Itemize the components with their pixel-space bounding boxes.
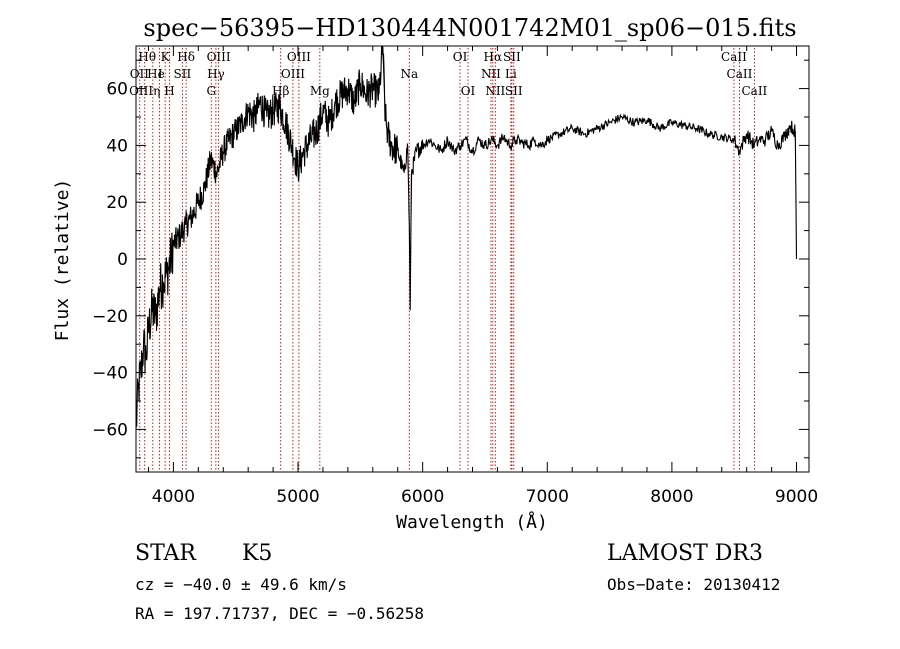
y-tick-label-1: −40: [92, 364, 128, 384]
y-axis-label: Flux (relative): [52, 179, 73, 342]
marker-label-row1-7: SII: [503, 50, 521, 64]
marker-label-row3-1: H: [164, 84, 174, 98]
marker-label-row2-2: I: [158, 67, 163, 81]
survey-name: LAMOST DR3: [607, 541, 763, 566]
marker-label-row2-6: Na: [400, 67, 418, 81]
marker-label-row1-2: Hδ: [177, 50, 195, 64]
marker-label-row3-5: OI: [461, 84, 476, 98]
y-tick-label-3: 0: [117, 250, 128, 270]
y-tick-label-5: 40: [106, 136, 128, 156]
spectral-line-markers: [139, 48, 755, 472]
x-tick-label-0: 4000: [152, 487, 195, 507]
x-tick-label-2: 6000: [401, 487, 444, 507]
x-axis-ticks: 4000 5000 6000 7000 8000 9000: [147, 46, 818, 507]
marker-label-row2-3: SII: [174, 67, 192, 81]
object-subclass: K5: [242, 541, 272, 566]
y-tick-label-0: −60: [92, 420, 128, 440]
object-class: STAR: [135, 541, 197, 566]
marker-label-row2-1: He: [147, 67, 165, 81]
marker-label-row2-9: CaII: [727, 67, 753, 81]
x-tick-label-1: 5000: [276, 487, 319, 507]
marker-label-row1-0: Hθ: [138, 50, 156, 64]
marker-label-row1-3: OIII: [207, 50, 231, 64]
x-tick-label-4: 8000: [650, 487, 693, 507]
marker-label-row3-2: G: [206, 84, 216, 98]
plot-frame: [135, 45, 810, 473]
y-tick-label-4: 20: [106, 193, 128, 213]
marker-label-row2-7: NII: [481, 67, 501, 81]
ra-dec: RA = 197.71737, DEC = −0.56258: [135, 604, 424, 623]
y-axis-ticks: −60 −40 −20 0 20 40 60: [92, 59, 809, 459]
x-axis-label: Wavelength (Å): [396, 511, 548, 533]
marker-label-row1-4: OIII: [287, 50, 311, 64]
marker-label-row3-0: OIIIη: [129, 84, 160, 98]
marker-label-row3-4: Mg: [310, 84, 330, 98]
y-tick-label-6: 60: [106, 80, 128, 100]
x-tick-label-3: 7000: [526, 487, 569, 507]
x-tick-label-5: 9000: [775, 487, 818, 507]
marker-label-row3-6: NII: [485, 84, 505, 98]
marker-label-row2-0: OII: [130, 67, 150, 81]
marker-label-row1-5: OI: [453, 50, 468, 64]
redshift-cz: cz = −40.0 ± 49.6 km/s: [135, 575, 347, 594]
marker-label-row3-7: SII: [505, 84, 523, 98]
marker-label-row1-1: K: [161, 50, 171, 64]
marker-label-row1-8: CaII: [721, 50, 747, 64]
chart-title: spec−56395−HD130444N001742M01_sp06−015.f…: [143, 14, 796, 42]
marker-label-row1-6: Hα: [484, 50, 503, 64]
marker-label-row3-8: CaII: [741, 84, 767, 98]
observation-date: Obs−Date: 20130412: [607, 575, 780, 594]
y-tick-label-2: −20: [92, 307, 128, 327]
marker-label-row2-8: Li: [505, 67, 517, 81]
spectrum-line: [135, 45, 798, 430]
marker-label-row2-5: OIII: [281, 67, 305, 81]
marker-label-row2-4: Hγ: [207, 67, 225, 81]
